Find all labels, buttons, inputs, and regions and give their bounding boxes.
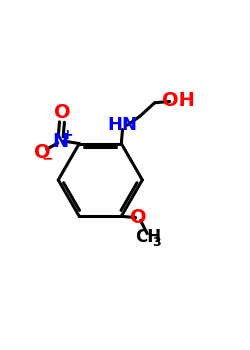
Text: CH: CH bbox=[136, 228, 162, 246]
Text: +: + bbox=[61, 128, 73, 142]
Text: 3: 3 bbox=[152, 236, 161, 249]
Text: −: − bbox=[42, 152, 54, 166]
Text: O: O bbox=[54, 103, 70, 122]
Text: OH: OH bbox=[162, 91, 194, 110]
Text: O: O bbox=[34, 143, 50, 162]
Text: N: N bbox=[52, 132, 69, 150]
Text: HN: HN bbox=[108, 116, 138, 134]
Text: O: O bbox=[130, 208, 147, 227]
